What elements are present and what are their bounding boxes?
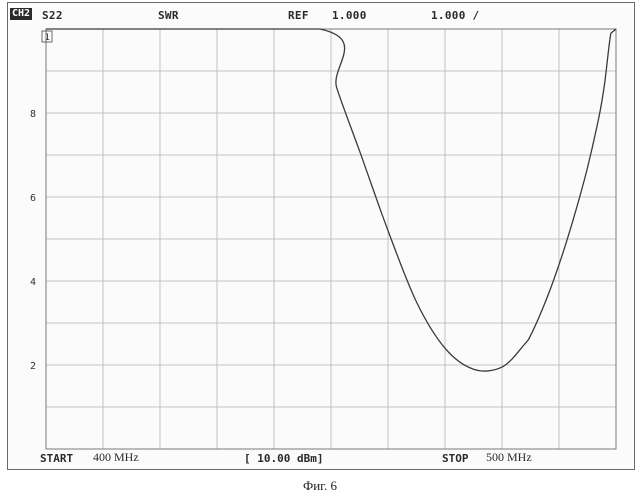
stop-value: 500 MHz <box>486 450 532 465</box>
y-tick-label: 4 <box>30 277 36 288</box>
marker-number: 1 <box>45 33 50 43</box>
power-label: [ 10.00 dBm] <box>244 452 323 465</box>
plot-area: 2 4 6 8 1 <box>8 3 634 469</box>
y-tick-label: 8 <box>30 109 36 120</box>
y-tick-label: 6 <box>30 193 36 204</box>
stop-label: STOP <box>442 452 469 465</box>
start-value: 400 MHz <box>93 450 139 465</box>
y-tick-labels: 2 4 6 8 <box>30 109 36 372</box>
y-tick-label: 2 <box>30 361 36 372</box>
start-label: START <box>40 452 73 465</box>
figure-caption: Фиг. 6 <box>0 478 640 494</box>
grid <box>46 29 616 449</box>
analyzer-screen: CH2 S22 SWR REF 1.000 1.000 / 2468 1 STA… <box>7 2 635 470</box>
marker-indicator: 1 <box>42 31 52 43</box>
